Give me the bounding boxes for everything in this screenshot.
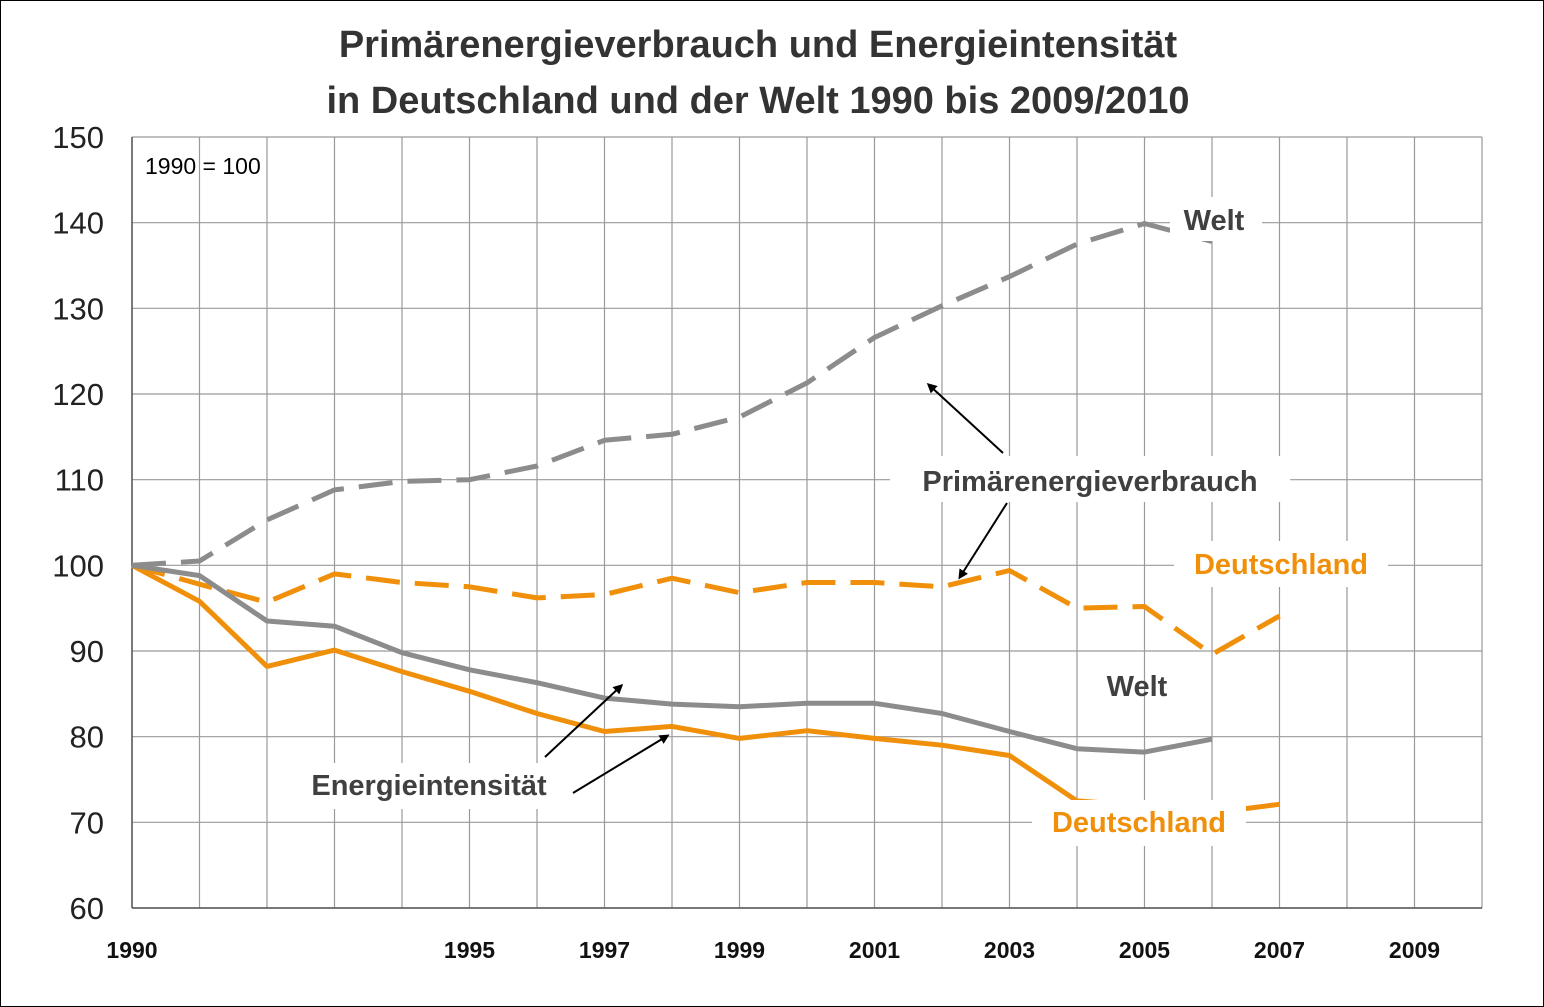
x-tick-label: 2005 (1119, 937, 1170, 963)
x-tick-label: 1995 (444, 937, 495, 963)
label-welt-solid: Welt (1107, 671, 1168, 703)
y-tick-label: 100 (52, 548, 104, 583)
annotations: Welt Primärenergieverbrauch Deutschland … (285, 197, 1388, 846)
series-line (131, 221, 1213, 568)
y-tick-label: 110 (55, 463, 104, 498)
label-deutschland-solid: Deutschland (1052, 807, 1226, 839)
y-tick-label: 70 (70, 805, 104, 840)
axes (131, 137, 1482, 909)
y-tick-label: 130 (52, 291, 104, 326)
label-bg-deutschland-dashed (1174, 541, 1388, 587)
arrow-primaer-welt (926, 382, 1004, 454)
series-line (131, 562, 1213, 755)
x-tick-label: 2003 (984, 937, 1035, 963)
x-ticks: 1990 1995 1997 1999 2001 2003 2005 2007 2009 (106, 937, 1440, 963)
series-line (131, 562, 1281, 657)
chart-title-line1: Primärenergieverbrauch und Energieintens… (339, 24, 1178, 66)
y-tick-label: 140 (52, 206, 104, 241)
chart-title-line2: in Deutschland und der Welt 1990 bis 200… (326, 80, 1189, 122)
index-note: 1990 = 100 (145, 153, 261, 179)
x-tick-label: 1997 (579, 937, 630, 963)
label-bg-energieintensitaet (285, 763, 575, 809)
label-energieintensitaet: Energieintensität (311, 770, 547, 802)
arrow-intensitaet-deutschland (572, 734, 670, 794)
y-ticks: 60 70 80 90 100 110 120 130 140 150 (52, 120, 104, 926)
arrow-primaer-deutschland (958, 502, 1008, 580)
label-deutschland-dashed: Deutschland (1194, 549, 1368, 581)
y-tick-label: 150 (52, 120, 104, 155)
label-bg-welt-dashed (1170, 197, 1262, 241)
x-tick-label: 2009 (1389, 937, 1440, 963)
arrow-intensitaet-welt (544, 683, 624, 758)
x-tick-label: 1990 (106, 937, 157, 963)
y-tick-label: 60 (70, 891, 104, 926)
x-tick-label: 2001 (849, 937, 900, 963)
x-tick-label: 2007 (1254, 937, 1305, 963)
x-tick-label: 1999 (714, 937, 765, 963)
label-bg-deutschland-solid (1032, 800, 1246, 846)
y-tick-label: 120 (52, 377, 104, 412)
y-tick-label: 80 (70, 720, 104, 755)
y-tick-label: 90 (70, 634, 104, 669)
label-welt-dashed: Welt (1184, 205, 1245, 237)
label-primaerenergieverbrauch: Primärenergieverbrauch (922, 466, 1257, 498)
label-bg-primaer (890, 456, 1290, 502)
